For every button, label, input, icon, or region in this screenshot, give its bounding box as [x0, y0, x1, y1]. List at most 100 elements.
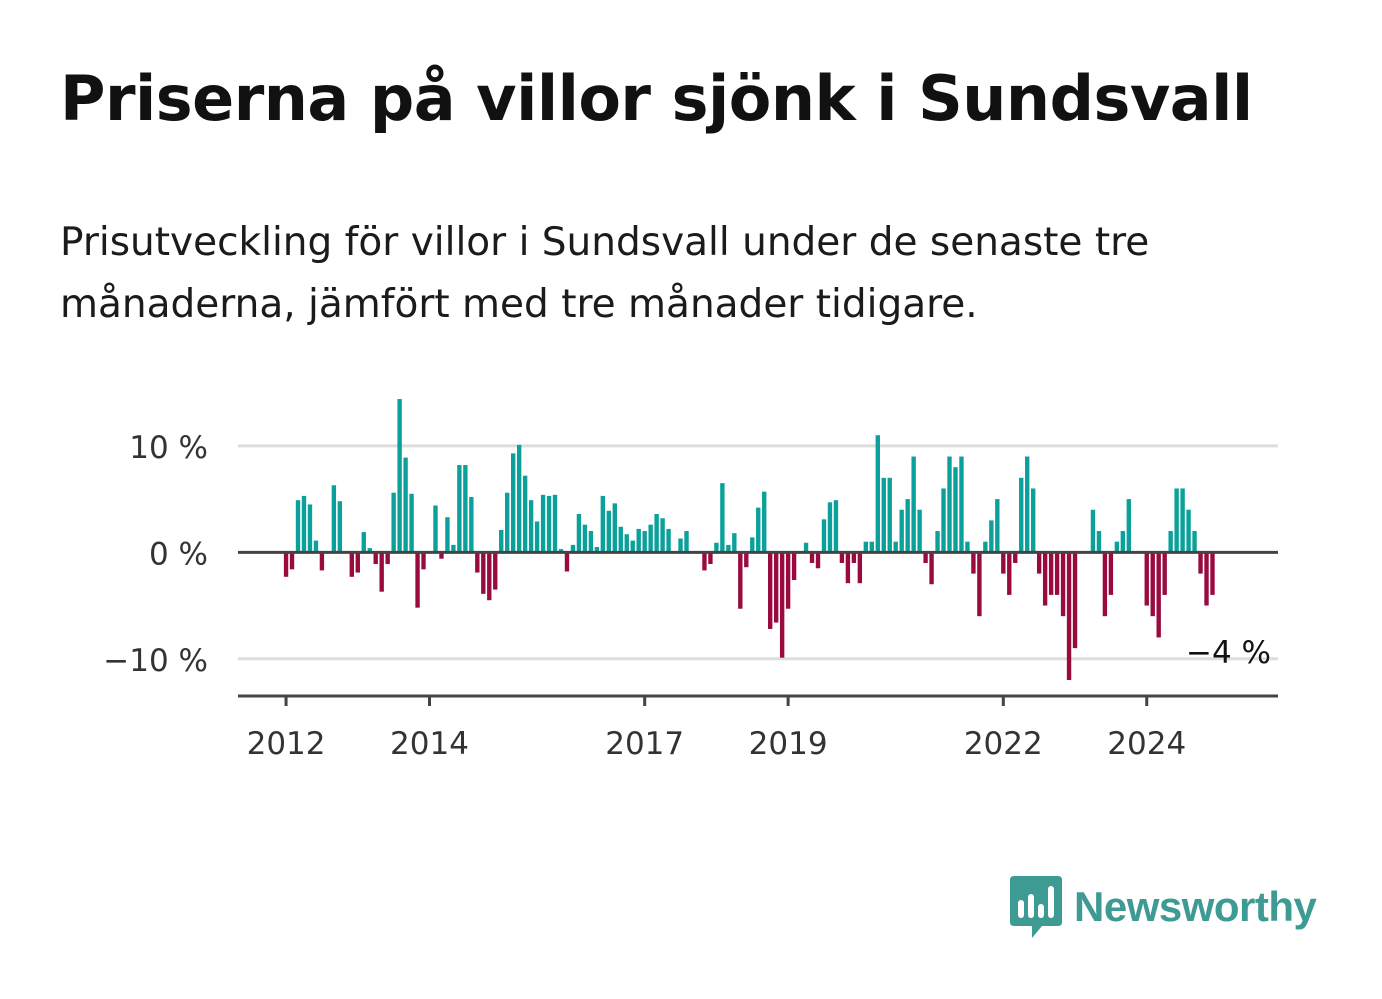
bar [1019, 477, 1024, 553]
bar [588, 531, 594, 553]
bar [768, 552, 773, 629]
bar [391, 492, 396, 553]
bar [534, 521, 540, 553]
bar [857, 552, 863, 584]
bar [809, 552, 815, 563]
bar [385, 552, 390, 565]
bar [845, 552, 851, 584]
bar [379, 552, 384, 592]
bar [516, 444, 522, 553]
x-tick-label: 2024 [1107, 726, 1186, 762]
bar [552, 494, 558, 553]
bar [367, 548, 372, 553]
bar [576, 514, 582, 553]
bar [594, 547, 600, 553]
bar [1210, 552, 1215, 595]
bar [762, 491, 767, 553]
bar [947, 456, 952, 553]
bar [612, 503, 617, 553]
bar [666, 528, 671, 553]
bar [959, 456, 964, 553]
bar [773, 552, 779, 623]
bar [1025, 456, 1030, 553]
bar [917, 509, 922, 553]
bar [660, 518, 665, 553]
bar [1102, 552, 1108, 617]
bar [678, 538, 683, 553]
bar [337, 501, 343, 553]
bar [1120, 531, 1126, 553]
bar [319, 552, 325, 571]
bar [953, 467, 958, 553]
bar [445, 517, 450, 553]
bar [1150, 552, 1155, 617]
bar [779, 552, 785, 658]
bar [833, 500, 839, 553]
bar [702, 552, 707, 571]
newsworthy-logo[interactable]: Newsworthy [1010, 876, 1317, 938]
bar [397, 399, 402, 553]
bar [911, 456, 916, 553]
bar [421, 552, 426, 570]
bar [720, 483, 725, 553]
bar [708, 552, 713, 565]
bar [283, 552, 289, 577]
bar [875, 435, 880, 553]
bar [546, 495, 552, 553]
bar [803, 542, 809, 553]
bar [684, 531, 689, 553]
bar [1174, 488, 1179, 553]
bar [899, 509, 904, 553]
bar [1168, 531, 1173, 553]
bar [606, 510, 612, 553]
bar [1180, 488, 1185, 553]
bar [570, 544, 576, 553]
bar [301, 495, 307, 553]
bar [989, 520, 994, 553]
bar [600, 495, 606, 553]
bar [582, 524, 588, 553]
bar [827, 502, 833, 553]
bar [815, 552, 821, 569]
bar [505, 492, 510, 553]
bar [851, 552, 857, 563]
bar [905, 499, 910, 553]
x-tick-label: 2019 [749, 726, 828, 762]
bar [475, 552, 480, 573]
bar [1186, 509, 1191, 553]
bar [624, 534, 629, 553]
bar [493, 552, 498, 590]
chart-title: Priserna på villor sjönk i Sundsvall [60, 62, 1253, 135]
bar [1192, 531, 1197, 553]
bar [750, 537, 755, 553]
bar [558, 549, 564, 553]
bar [744, 552, 749, 568]
x-tick-label: 2012 [247, 726, 326, 762]
x-tick-label: 2022 [964, 726, 1043, 762]
bar [415, 552, 420, 608]
bar [1060, 552, 1066, 617]
bar [923, 552, 928, 563]
bar [983, 541, 988, 553]
bar [295, 500, 301, 553]
bar [1198, 552, 1203, 574]
bar [893, 541, 898, 553]
bar [528, 500, 534, 553]
x-tick-label: 2014 [390, 726, 469, 762]
bar [1096, 531, 1102, 553]
bar [881, 477, 886, 553]
bar [289, 552, 295, 570]
bar [451, 544, 456, 553]
bar [331, 485, 337, 553]
bar [791, 552, 797, 580]
bar [929, 552, 934, 585]
y-tick-label: −10 % [103, 643, 208, 679]
bar [499, 529, 504, 553]
bar [457, 465, 462, 553]
bar [510, 453, 516, 553]
bar [409, 493, 414, 553]
bar [355, 552, 360, 573]
bar [1108, 552, 1114, 595]
bar [630, 540, 635, 553]
bar [965, 541, 970, 553]
